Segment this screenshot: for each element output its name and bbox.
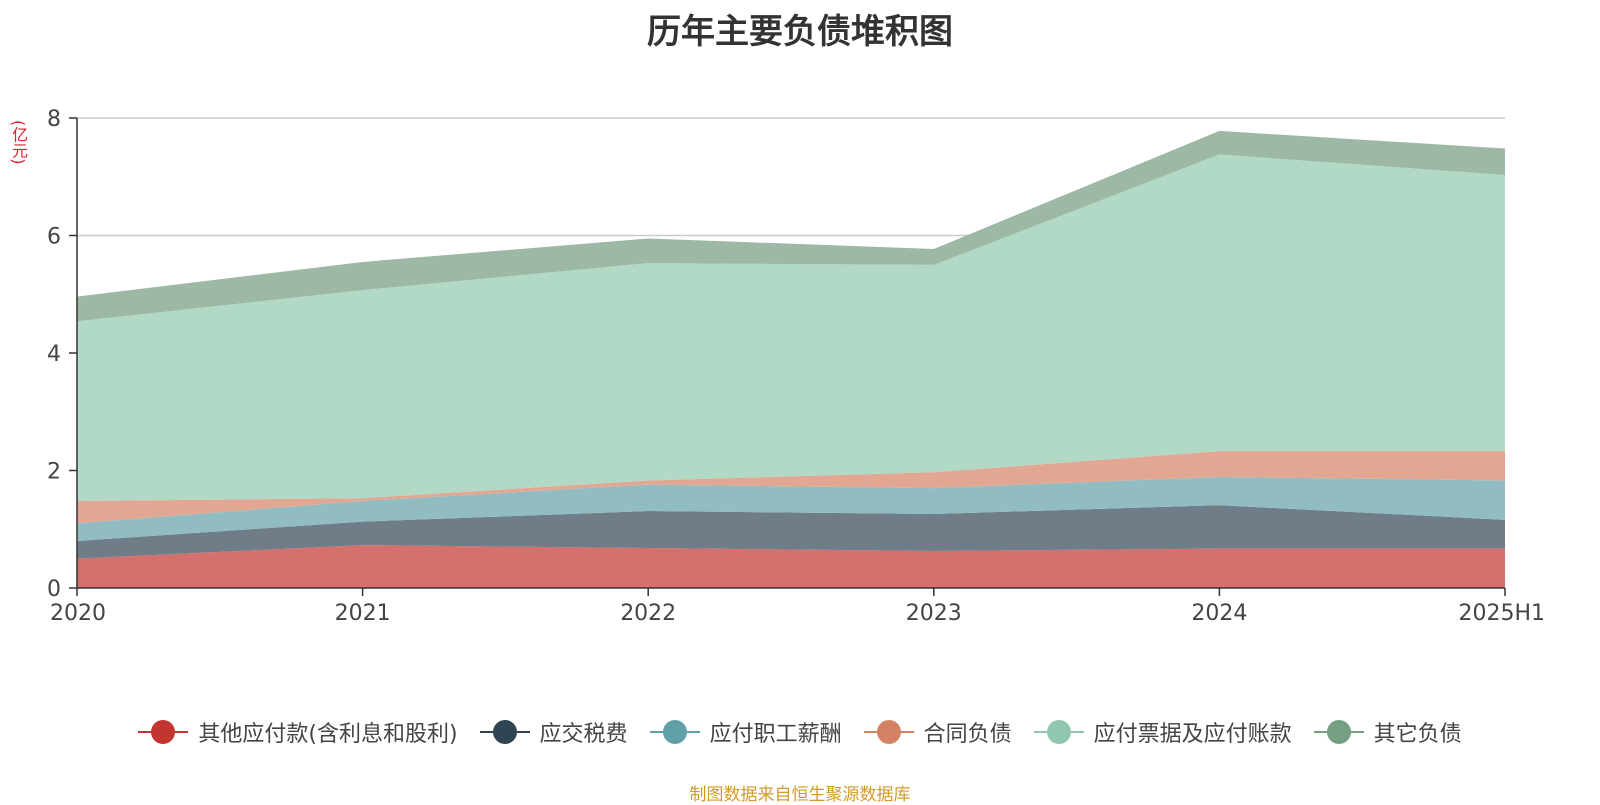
y-tick-label: 6 (47, 225, 61, 250)
area-series-4 (77, 154, 1505, 502)
legend-label: 合同负债 (923, 722, 1012, 747)
x-tick-label: 2020 (50, 601, 106, 626)
legend-label: 其它负债 (1373, 722, 1462, 747)
x-tick-label: 2022 (620, 601, 676, 626)
legend-label: 其他应付款(含利息和股利) (198, 722, 458, 747)
legend: 其他应付款(含利息和股利) 应交税费 应付职工薪酬 合同负债 应付票据及应付账款 其它负债 (0, 716, 1600, 748)
y-tick-label: 0 (47, 577, 61, 602)
legend-marker-icon (1313, 719, 1364, 745)
axes: 0 2 4 6 8 2020 2021 2022 2023 2024 2025H1 (47, 107, 1545, 626)
legend-label: 应交税费 (539, 722, 628, 747)
x-tick-label: 2025H1 (1458, 601, 1545, 626)
y-tick-label: 4 (47, 342, 61, 367)
y-tick-label: 2 (47, 460, 61, 485)
source-note: 制图数据来自恒生聚源数据库 (689, 785, 911, 805)
area-series-2 (77, 476, 1505, 541)
legend-item[interactable]: 应交税费 (479, 716, 628, 748)
x-tick-label: 2024 (1191, 601, 1247, 626)
x-tick-label: 2021 (335, 601, 391, 626)
y-tick-label: 8 (47, 107, 61, 132)
area-series-3 (77, 451, 1505, 524)
legend-item[interactable]: 其它负债 (1313, 716, 1462, 748)
area-series-group (77, 130, 1505, 588)
area-series-0 (77, 545, 1505, 588)
legend-item[interactable]: 应付职工薪酬 (649, 716, 842, 748)
legend-label: 应付票据及应付账款 (1093, 722, 1292, 747)
chart-title: 历年主要负债堆积图 (647, 12, 953, 52)
legend-item[interactable]: 应付票据及应付账款 (1033, 716, 1292, 748)
x-tick-label: 2023 (906, 601, 962, 626)
legend-item[interactable]: 其他应付款(含利息和股利) (138, 716, 458, 748)
area-series-1 (77, 505, 1505, 559)
legend-marker-icon (1033, 719, 1084, 745)
legend-marker-icon (138, 719, 189, 745)
stacked-area-chart: 0 2 4 6 8 2020 2021 2022 2023 2024 2025H1 (47, 107, 1545, 626)
area-series-5 (77, 130, 1505, 322)
legend-marker-icon (479, 719, 530, 745)
legend-label: 应付职工薪酬 (709, 722, 842, 747)
y-axis-unit-label: (亿元) (9, 120, 28, 165)
legend-marker-icon (649, 719, 700, 745)
legend-marker-icon (863, 719, 914, 745)
legend-item[interactable]: 合同负债 (863, 716, 1012, 748)
